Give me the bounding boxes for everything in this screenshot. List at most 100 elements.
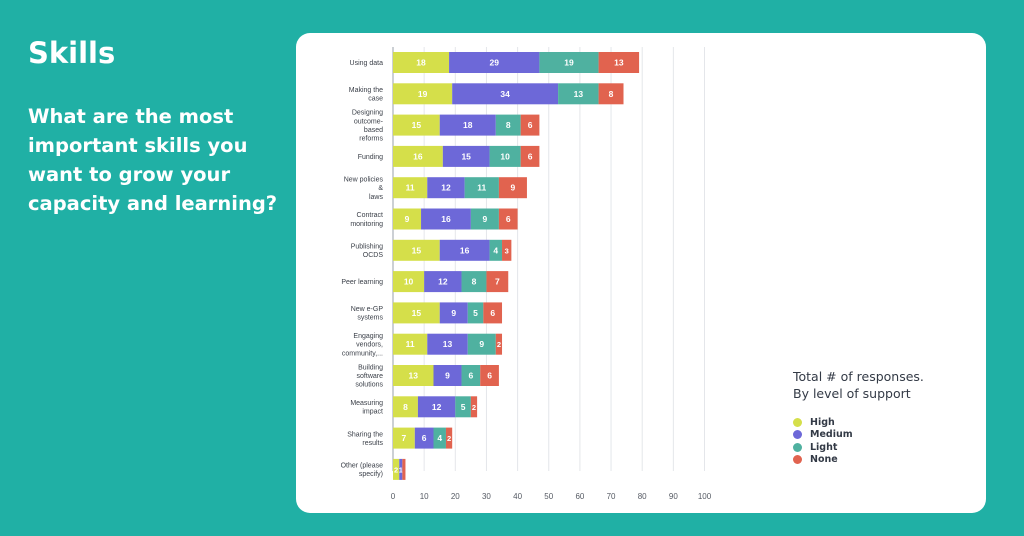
bar-segment [467,333,496,355]
data-label: 9 [405,214,410,224]
data-label: 8 [472,277,477,287]
x-tick-label: 90 [669,492,678,501]
category-label-line: monitoring [350,221,383,228]
data-label: 13 [614,58,624,68]
category-label-line: Designing [352,110,383,117]
legend: Total # of responses. By level of suppor… [793,368,924,466]
data-label: 6 [528,120,533,130]
bar-segment [449,52,540,73]
category-label-line: Measuring [350,400,383,407]
bar-segment [558,83,599,105]
category-label: Peer learning [341,279,383,286]
bar-segment [489,145,521,167]
x-tick-label: 60 [575,492,584,501]
legend-dot-icon [793,455,802,465]
data-label: 8 [506,120,511,130]
data-label: 13 [443,339,453,349]
bar-segment [495,114,521,136]
category-label-line: vendors, [356,342,383,349]
bar-segment [498,208,518,230]
bar-segment [393,396,418,418]
legend-item-light: Light [793,441,924,454]
bar-segment [598,83,624,105]
bar-segment [598,52,640,73]
category-label: Sharing the results [347,431,383,447]
category-label-line: outcome- [354,118,384,125]
bar-segment [433,427,446,449]
category-label-line: Building [358,364,383,371]
category-label-line: reforms [359,136,383,143]
data-label: 8 [403,402,408,412]
data-label: 11 [406,339,415,349]
x-tick-label: 100 [698,492,712,501]
category-label-line: Other (please [341,463,384,470]
data-label: 19 [418,89,428,99]
legend-title: Total # of responses. By level of suppor… [793,368,924,402]
bar-segment [393,83,453,105]
data-label: 12 [441,183,451,193]
legend-item-medium: Medium [793,429,924,442]
bar-segment [520,145,540,167]
bar-segment [393,114,440,136]
data-label: 15 [412,245,422,255]
category-label-line: Making the [349,87,383,94]
legend-dot-icon [793,417,802,427]
bar-segment [393,239,440,261]
bar-segment [445,427,453,449]
bar-segment [483,302,503,324]
category-label-line: based [364,127,383,134]
data-label: 2 [447,434,451,443]
data-label: 11 [477,183,486,193]
category-label-line: Peer learning [341,279,383,286]
data-label: 16 [413,151,423,161]
x-tick-label: 10 [420,492,429,501]
category-label-line: Engaging [353,333,383,340]
data-label: 11 [406,183,415,193]
data-label: 6 [487,371,492,381]
data-label: 6 [506,214,511,224]
bar-segment [393,365,434,386]
bar-segment [393,145,443,167]
data-label: 2 [394,465,398,474]
bar-segment [393,52,450,73]
category-label-line: Using data [350,60,384,67]
bar-segment [480,365,499,386]
bar-segment [502,239,512,261]
data-label: 7 [402,433,407,443]
category-label-line: Funding [358,154,383,161]
legend-dot-icon [793,442,802,452]
category-label: Using data [350,60,384,67]
category-label-line: New e-GP [351,306,384,313]
data-label: 34 [500,89,510,99]
category-label-line: Publishing [351,244,383,251]
x-tick-label: 40 [513,492,522,501]
data-label: 15 [412,120,422,130]
bar-segment [393,427,415,449]
data-label: 19 [564,58,574,68]
bar-segment [442,145,490,167]
legend-item-high: High [793,416,924,429]
bar-segment [539,52,599,73]
category-label: Other (please specify) [341,463,384,479]
x-tick-label: 0 [391,492,396,501]
bar-segment [470,208,499,230]
bar-segment [402,458,406,480]
data-label: 18 [416,58,426,68]
category-label-line: Contract [357,212,384,219]
category-label: Contract monitoring [350,212,383,228]
category-label-line: OCDS [363,252,384,259]
data-label: 13 [409,371,419,381]
data-label: 10 [404,277,414,287]
bar-segment [414,427,434,449]
bar-segment [439,302,468,324]
bar-segment [424,271,462,293]
legend-label: High [810,416,835,428]
legend-title-line2: By level of support [793,386,911,401]
category-label-line: case [368,96,383,103]
category-label: New e-GP systems [351,306,384,322]
category-label: New policies & laws [344,177,384,201]
data-label: 6 [469,371,474,381]
data-label: 6 [422,433,427,443]
data-label: 15 [412,308,422,318]
